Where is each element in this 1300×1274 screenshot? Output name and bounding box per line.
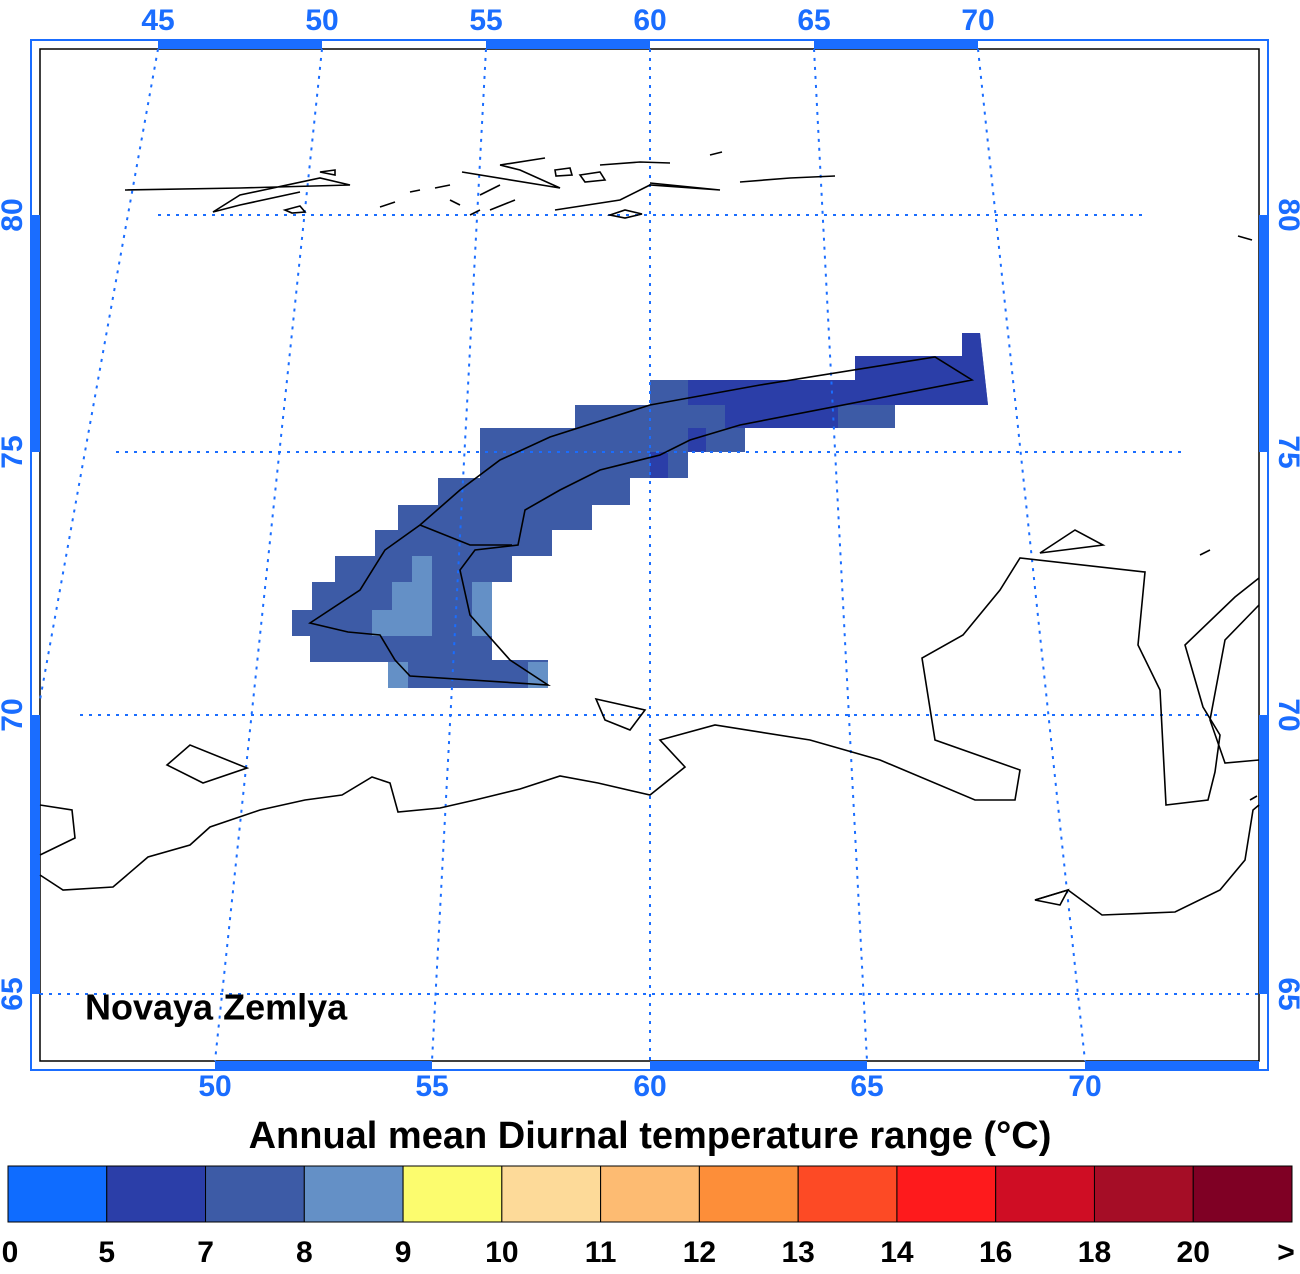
bottom-lon-label: 65 xyxy=(850,1070,883,1103)
colorbar-swatch xyxy=(501,1165,602,1223)
colorbar-label: 13 xyxy=(781,1236,814,1269)
region-label: Novaya Zemlya xyxy=(85,987,348,1028)
colorbar-swatch xyxy=(600,1165,700,1223)
colorbar-swatch xyxy=(1093,1165,1194,1223)
colorbar-swatch xyxy=(7,1165,108,1223)
colorbar-swatch xyxy=(402,1165,503,1223)
coastlines xyxy=(39,151,1260,916)
colorbar-label: 10 xyxy=(485,1236,518,1269)
colorbar-label: 16 xyxy=(979,1236,1012,1269)
bottom-lon-label: 60 xyxy=(633,1070,666,1103)
top-lon-label: 60 xyxy=(633,4,666,37)
colorbar-swatch xyxy=(797,1165,898,1223)
colorbar-swatch xyxy=(205,1165,305,1223)
right-lat-label: 65 xyxy=(1272,977,1300,1010)
colorbar-label: 5 xyxy=(98,1236,115,1269)
right-lat-label: 70 xyxy=(1272,698,1300,731)
left-lat-label: 70 xyxy=(0,698,29,731)
colorbar-label: 11 xyxy=(585,1236,617,1269)
right-lat-label: 80 xyxy=(1272,198,1300,231)
colorbar-label: 9 xyxy=(395,1236,412,1269)
colorbar-label: 20 xyxy=(1177,1236,1210,1269)
left-lat-label: 65 xyxy=(0,977,29,1010)
top-lon-label: 70 xyxy=(961,4,994,37)
bottom-lon-label: 50 xyxy=(198,1070,231,1103)
colorbar-label: 14 xyxy=(880,1236,914,1269)
colorbar-swatch xyxy=(995,1165,1095,1223)
top-lon-label: 65 xyxy=(797,4,830,37)
colorbar-swatch xyxy=(896,1165,997,1223)
colorbar-label: 18 xyxy=(1078,1236,1111,1269)
colorbar-label: 12 xyxy=(683,1236,716,1269)
colorbar-title: Annual mean Diurnal temperature range (°… xyxy=(249,1115,1052,1157)
bottom-lon-label: 55 xyxy=(415,1070,448,1103)
top-lon-label: 50 xyxy=(305,4,338,37)
colorbar-label: 7 xyxy=(197,1236,214,1269)
graticule xyxy=(39,48,1259,1062)
right-lat-label: 75 xyxy=(1272,435,1300,468)
colorbar-swatch xyxy=(1192,1165,1293,1223)
frame-bars xyxy=(31,40,1268,1070)
left-lat-label: 75 xyxy=(0,435,29,468)
colorbar-label: 0 xyxy=(2,1236,19,1269)
top-lon-label: 55 xyxy=(469,4,502,37)
bottom-lon-label: 70 xyxy=(1068,1070,1101,1103)
colorbar-label: > xyxy=(1277,1236,1295,1269)
colorbar-swatch xyxy=(698,1165,799,1223)
colorbar-swatch xyxy=(106,1165,207,1223)
shaded-cells xyxy=(292,333,988,688)
left-lat-label: 80 xyxy=(0,198,29,231)
colorbar-swatch xyxy=(303,1165,404,1223)
colorbar-label: 8 xyxy=(296,1236,313,1269)
top-lon-label: 45 xyxy=(141,4,174,37)
